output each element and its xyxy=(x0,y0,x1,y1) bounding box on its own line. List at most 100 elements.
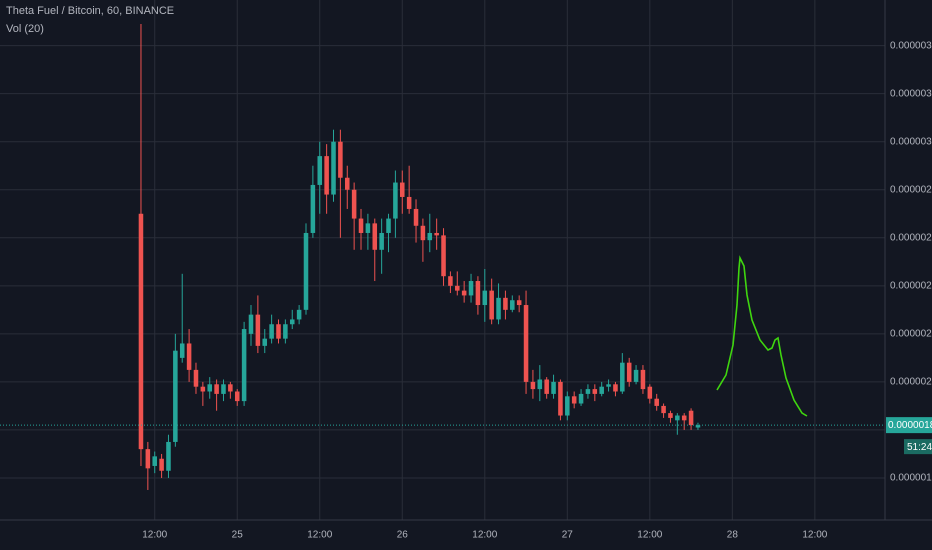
candle-body xyxy=(400,182,405,197)
candle-body xyxy=(413,208,419,226)
candle-body xyxy=(434,232,439,236)
y-tick-label: 0.00000260 xyxy=(890,232,932,243)
candle-body xyxy=(448,276,453,286)
candle-body xyxy=(379,232,384,250)
candle-body xyxy=(344,177,350,190)
candle-body xyxy=(578,393,584,404)
candle-body xyxy=(551,381,556,394)
candle-body xyxy=(234,391,240,402)
candle-body xyxy=(324,156,329,195)
candle-body xyxy=(585,389,591,394)
candle-body xyxy=(193,369,199,387)
candle-body xyxy=(276,324,281,339)
y-tick-label: 0.00000240 xyxy=(890,280,932,291)
candle-body xyxy=(441,235,446,277)
candle-body xyxy=(647,386,653,399)
candle-body xyxy=(138,213,144,450)
candle-body xyxy=(640,369,646,390)
candle-body xyxy=(317,156,323,185)
candle-body xyxy=(688,410,694,426)
candle-body xyxy=(461,290,467,296)
grid xyxy=(0,0,885,520)
candle-body xyxy=(455,285,460,291)
candle-body xyxy=(200,386,206,392)
candle-body xyxy=(489,290,494,320)
y-tick-label: 0.00000160 xyxy=(890,473,932,484)
x-tick-label: 28 xyxy=(727,530,739,541)
y-tick-label: 0.00000320 xyxy=(890,88,932,99)
chart-title: Theta Fuel / Bitcoin, 60, BINANCE xyxy=(6,5,174,17)
candle-body xyxy=(620,362,625,392)
x-tick-label: 12:00 xyxy=(637,530,662,541)
candle-body xyxy=(393,182,398,219)
candle-body xyxy=(523,305,529,382)
candle-body xyxy=(537,379,543,390)
candle-body xyxy=(255,314,261,346)
candle-body xyxy=(262,338,268,346)
candle-body xyxy=(207,384,213,392)
candle-body xyxy=(654,398,659,406)
candle-body xyxy=(420,225,426,241)
last-price-box xyxy=(886,417,932,434)
x-tick-label: 12:00 xyxy=(472,530,497,541)
last-price-label: 0.00000182 xyxy=(888,420,932,431)
candle-body xyxy=(310,184,316,233)
candle-body xyxy=(626,362,632,382)
candle-body xyxy=(406,196,412,209)
candle-body xyxy=(338,141,343,178)
x-tick-label: 27 xyxy=(562,530,574,541)
candle-body xyxy=(241,329,247,402)
candle-body xyxy=(427,232,433,241)
candle-body xyxy=(571,396,577,404)
candle-body xyxy=(482,290,488,306)
candle-body xyxy=(159,458,164,471)
y-tick-label: 0.00000300 xyxy=(890,136,932,147)
candle-body xyxy=(613,384,618,392)
y-tick-label: 0.00000200 xyxy=(890,377,932,388)
candle-body xyxy=(695,425,701,428)
candle-body xyxy=(186,343,192,370)
candle-body xyxy=(351,189,357,219)
candle-body xyxy=(269,324,274,339)
y-tick-label: 0.00000280 xyxy=(890,184,932,195)
candle-body xyxy=(228,384,233,392)
candle-body xyxy=(152,456,157,466)
candle-body xyxy=(221,384,226,394)
y-tick-label: 0.00000220 xyxy=(890,328,932,339)
candle-body xyxy=(372,223,378,250)
candle-body xyxy=(633,369,639,382)
candle-body xyxy=(661,405,666,414)
candle-body xyxy=(599,386,604,394)
candle-body xyxy=(166,441,171,471)
candle-body xyxy=(516,300,522,306)
candle-body xyxy=(214,384,219,394)
candle-body xyxy=(544,379,549,394)
candle-body xyxy=(283,324,288,339)
candle-body xyxy=(358,218,364,233)
candle-body xyxy=(365,223,371,233)
candles xyxy=(138,24,701,490)
candle-body xyxy=(331,141,336,195)
candle-body xyxy=(530,381,536,390)
candle-body xyxy=(468,281,474,296)
y-tick-label: 0.00000340 xyxy=(890,40,932,51)
countdown-label: 51:24 xyxy=(907,442,932,453)
x-tick-label: 25 xyxy=(232,530,244,541)
candle-body xyxy=(386,218,391,233)
candle-body xyxy=(681,415,687,421)
countdown-box xyxy=(904,439,932,455)
candle-body xyxy=(296,309,302,320)
candle-body xyxy=(248,314,254,334)
candle-body xyxy=(179,343,185,358)
candle-body xyxy=(475,281,481,306)
candle-body xyxy=(592,389,598,394)
candle-body xyxy=(668,413,673,418)
candle-body xyxy=(173,350,178,442)
indicator-label: Vol (20) xyxy=(6,23,44,35)
candle-body xyxy=(289,319,295,325)
candle-body xyxy=(606,384,611,387)
candle-body xyxy=(558,381,563,416)
x-tick-label: 12:00 xyxy=(307,530,332,541)
